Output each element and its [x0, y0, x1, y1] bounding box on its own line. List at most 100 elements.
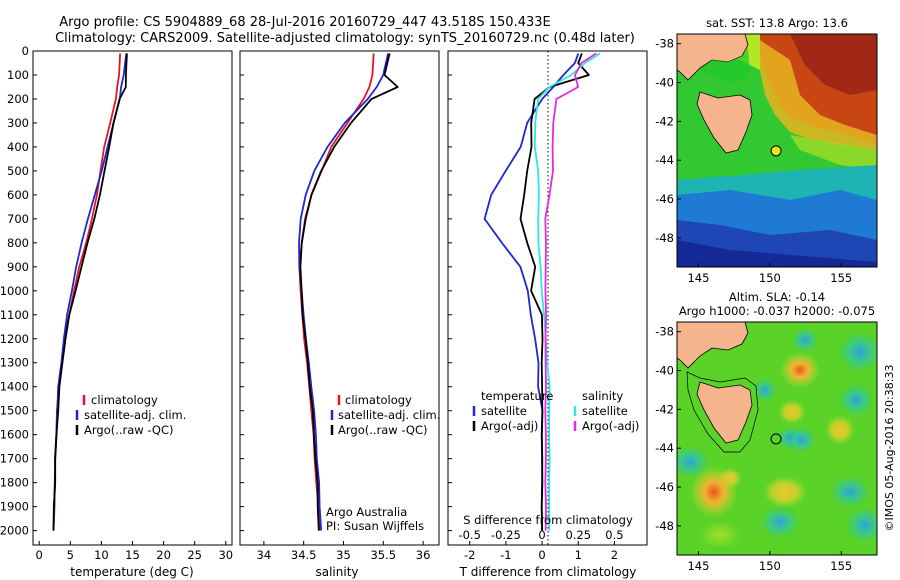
lon-tick-label: 150: [759, 271, 781, 285]
legend-label-sal-argo: Argo(-adj): [582, 419, 639, 433]
sst-map-title: sat. SST: 13.8 Argo: 13.6: [706, 16, 848, 30]
s-tick-label: -0.25: [491, 528, 521, 542]
lat-tick-label: -38: [655, 37, 674, 51]
x-tick-label: 25: [187, 548, 202, 562]
lon-tick-label: 145: [687, 559, 709, 573]
sla-map-title: Altim. SLA: -0.14: [729, 290, 825, 304]
s-tick-label: -0.5: [458, 528, 480, 542]
depth-tick-label: 100: [7, 68, 29, 82]
sst-map-panel: sat. SST: 13.8 Argo: 13.6 145 150 155 -38 -4…: [655, 16, 878, 285]
x-tick-label: 35: [336, 548, 351, 562]
lon-tick-label: 155: [830, 559, 852, 573]
salinity-legend: climatology satellite-adj. clim. Argo(..…: [330, 393, 440, 437]
difference-legend-salinity: salinity satellite Argo(-adj): [573, 389, 639, 433]
x-tick-label: 30: [218, 548, 233, 562]
x-tick-label: 10: [94, 548, 109, 562]
legend-label-sal-satellite: satellite: [582, 404, 628, 418]
header-line-1: Argo profile: CS 5904889_68 28-Jul-2016 …: [59, 15, 550, 30]
x-tick-label: -1: [500, 548, 511, 562]
x-tick-label: 34.5: [291, 548, 317, 562]
salinity-xlabel: salinity: [315, 565, 358, 579]
legend-label-temp-argo: Argo(-adj): [481, 419, 538, 433]
x-tick-label: 0: [36, 548, 43, 562]
imos-timestamp: ©IMOS 05-Aug-2016 20:38:33: [883, 365, 896, 532]
depth-tick-label: 1800: [0, 476, 29, 490]
sla-map-frame: [676, 321, 878, 556]
lat-tick-label: -46: [655, 480, 674, 494]
difference-axes-box: [447, 50, 648, 546]
depth-tick-label: 400: [7, 140, 29, 154]
depth-tick-label: 2000: [0, 524, 29, 538]
depth-tick-label: 900: [7, 260, 29, 274]
temperature-series: [52, 53, 128, 531]
legend-label-satellite: satellite-adj. clim.: [84, 408, 186, 422]
sla-map-subtitle: Argo h1000: -0.037 h2000: -0.075: [679, 304, 875, 318]
depth-tick-labels: 0 100 200 300 400 500 600 700 800 900 1000 1100 1200…: [0, 44, 37, 538]
temperature-tick-labels: 0 5 10 15 20 25 30: [36, 541, 233, 562]
x-tick-label: 35.5: [370, 548, 396, 562]
lat-tick-label: -42: [655, 114, 674, 128]
lon-tick-label: 150: [759, 559, 781, 573]
lat-tick-label: -38: [655, 325, 674, 339]
depth-tick-label: 1400: [0, 380, 29, 394]
legend-label-satellite: satellite-adj. clim.: [338, 408, 440, 422]
pi-label: PI: Susan Wijffels: [326, 519, 424, 533]
depth-tick-label: 1000: [0, 284, 29, 298]
depth-tick-label: 1700: [0, 452, 29, 466]
x-tick-label: 36: [416, 548, 431, 562]
lat-tick-label: -42: [655, 402, 674, 416]
lat-tick-label: -48: [655, 519, 674, 533]
depth-tick-label: 1900: [0, 500, 29, 514]
series-line-temperature-argo-adj-: [519, 53, 590, 531]
series-line-salinity-argo-adj-: [544, 52, 597, 531]
depth-tick-label: 600: [7, 188, 29, 202]
header-line-2: Climatology: CARS2009. Satellite-adjuste…: [55, 31, 635, 46]
argo-australia-label: Argo Australia: [326, 505, 407, 519]
depth-tick-label: 1200: [0, 332, 29, 346]
t-difference-xlabel: T difference from climatology: [459, 565, 637, 579]
temperature-axes-box: [32, 50, 233, 546]
lon-tick-label: 145: [687, 271, 709, 285]
series-line-argo-raw-qc-: [299, 53, 399, 531]
sla-heatmap: [677, 322, 877, 555]
x-tick-label: 2: [611, 548, 618, 562]
temperature-xlabel: temperature (deg C): [70, 565, 193, 579]
sla-map-panel: Altim. SLA: -0.14 Argo h1000: -0.037 h20…: [655, 290, 878, 573]
legend-label-climatology: climatology: [91, 393, 158, 407]
t-difference-tick-labels: -2 -1 0 1 2: [464, 541, 618, 562]
legend-label-climatology: climatology: [345, 393, 412, 407]
salinity-series: [240, 50, 399, 532]
x-tick-label: 0: [538, 548, 545, 562]
lat-tick-label: -46: [655, 192, 674, 206]
sst-map-frame: [676, 33, 878, 268]
temperature-panel: 0100200300400500600700800900100011001200…: [0, 44, 233, 579]
series-line-salinity-satellite: [533, 52, 601, 531]
lat-tick-label: -40: [655, 364, 674, 378]
s-tick-label: 0.25: [565, 528, 591, 542]
legend-label-argo: Argo(..raw -QC): [338, 423, 428, 437]
sst-map-ticks: 145 150 155 -38 -40 -42 -44 -46 -48: [655, 37, 852, 285]
depth-tick-label: 800: [7, 236, 29, 250]
x-tick-label: -2: [464, 548, 475, 562]
depth-tick-label: 500: [7, 164, 29, 178]
salinity-panel: 34 34.5 35 35.5 36 salinity climatology sate…: [239, 50, 440, 579]
depth-tick-label: 300: [7, 116, 29, 130]
temperature-legend: climatology satellite-adj. clim. Argo(..…: [75, 393, 186, 437]
argo-float-marker: [770, 145, 782, 157]
x-tick-label: 15: [125, 548, 140, 562]
x-tick-label: 34: [257, 548, 272, 562]
x-tick-label: 5: [67, 548, 74, 562]
lat-tick-label: -48: [655, 231, 674, 245]
lat-tick-label: -44: [655, 153, 674, 167]
s-tick-label: 0.5: [605, 528, 623, 542]
salinity-tick-labels: 34 34.5 35 35.5 36: [257, 541, 431, 562]
depth-tick-label: 700: [7, 212, 29, 226]
depth-tick-label: 200: [7, 92, 29, 106]
legend-label-argo: Argo(..raw -QC): [84, 423, 174, 437]
legend-title-temperature: temperature: [481, 389, 553, 403]
depth-tick-label: 1500: [0, 404, 29, 418]
s-difference-tick-labels: -0.5 -0.25 0 0.25 0.5: [458, 528, 623, 542]
x-tick-label: 1: [575, 548, 582, 562]
difference-series: [448, 50, 601, 532]
